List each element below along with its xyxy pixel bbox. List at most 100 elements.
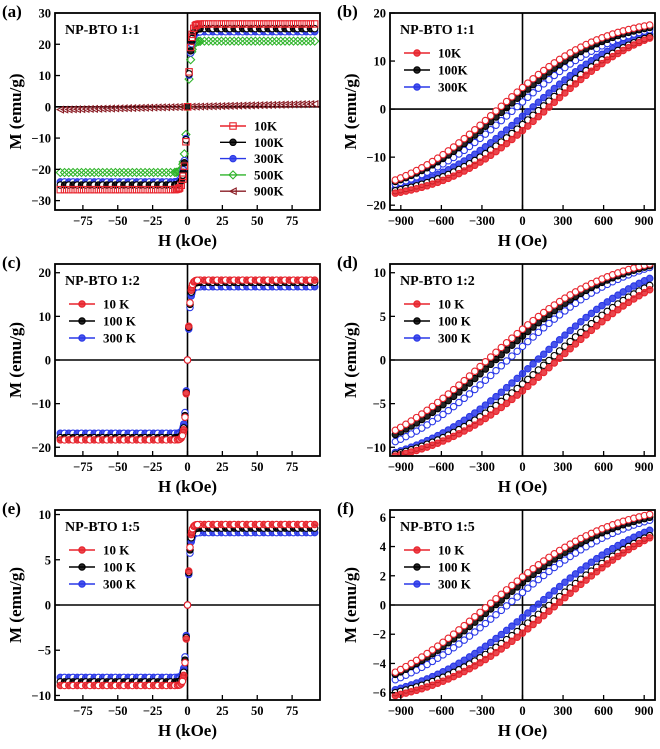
data-point	[136, 167, 146, 178]
data-point	[529, 117, 537, 126]
data-point	[545, 103, 553, 111]
data-point	[68, 167, 78, 178]
data-point	[545, 553, 553, 562]
data-point	[566, 589, 574, 597]
data-point	[157, 167, 167, 178]
data-point	[263, 100, 272, 110]
legend-label: 300K	[438, 80, 469, 95]
data-point	[492, 107, 500, 115]
panel-label: (a)	[2, 2, 22, 21]
data-point	[555, 598, 564, 606]
data-point	[534, 561, 543, 569]
x-tick-label: −75	[73, 214, 93, 228]
data-point	[518, 369, 527, 378]
x-axis-label: H (kOe)	[158, 477, 217, 496]
data-point	[306, 99, 315, 109]
data-point	[513, 391, 521, 399]
data-point	[587, 572, 596, 580]
data-point	[144, 167, 155, 178]
data-point	[513, 102, 521, 111]
legend-item: 10K	[404, 46, 462, 61]
data-point	[182, 635, 190, 643]
data-point	[550, 84, 559, 93]
data-point	[539, 350, 548, 358]
data-point	[85, 167, 95, 178]
data-point	[577, 566, 585, 574]
data-point	[76, 167, 87, 178]
data-point	[97, 167, 108, 178]
data-point	[471, 628, 479, 636]
series-10k	[391, 21, 654, 197]
data-point	[115, 104, 124, 113]
x-tick-label: 75	[286, 214, 299, 228]
y-tick-label: 5	[45, 553, 51, 567]
data-point	[508, 352, 516, 360]
data-point	[276, 36, 286, 46]
legend-label: 10 K	[103, 543, 130, 558]
x-tick-label: 0	[519, 704, 525, 718]
data-point	[428, 402, 437, 411]
data-point	[492, 648, 500, 657]
series-10k	[391, 264, 654, 456]
data-point	[476, 121, 484, 129]
data-point	[555, 311, 564, 319]
data-point	[179, 671, 188, 680]
y-tick-label: −5	[373, 397, 386, 411]
data-point	[524, 382, 532, 391]
data-point	[110, 104, 120, 113]
data-point	[476, 646, 484, 654]
data-point	[481, 619, 490, 628]
data-point	[539, 595, 548, 604]
data-point	[518, 98, 527, 106]
data-point	[77, 105, 86, 114]
data-point	[492, 595, 500, 603]
data-point	[59, 167, 70, 178]
y-tick-label: 0	[380, 599, 386, 613]
data-point	[449, 630, 458, 638]
data-point	[302, 20, 310, 28]
data-point	[545, 591, 553, 599]
panel-label: (d)	[337, 253, 358, 272]
data-point	[153, 103, 162, 112]
data-point	[221, 20, 230, 28]
data-point	[413, 563, 421, 571]
data-point	[624, 545, 633, 554]
data-point	[226, 20, 234, 28]
data-point	[645, 21, 654, 29]
data-point	[141, 185, 149, 194]
data-point	[592, 567, 601, 576]
data-point	[68, 105, 77, 114]
data-point	[444, 390, 453, 398]
data-point	[204, 102, 213, 111]
data-point	[545, 607, 553, 615]
data-point	[220, 36, 231, 46]
data-point	[518, 387, 527, 395]
data-point	[529, 580, 537, 588]
data-point	[582, 313, 590, 322]
data-point	[191, 102, 200, 111]
data-point	[619, 549, 627, 557]
data-point	[433, 654, 442, 662]
data-point	[502, 357, 511, 365]
data-point	[195, 102, 204, 111]
data-point	[539, 611, 548, 620]
data-point	[229, 36, 239, 46]
data-point	[603, 548, 612, 556]
data-point	[85, 104, 94, 114]
data-point	[281, 20, 289, 28]
data-point	[402, 420, 410, 428]
data-point	[603, 313, 612, 322]
data-point	[460, 394, 468, 403]
data-point	[513, 374, 521, 383]
data-point	[561, 307, 569, 315]
data-point	[271, 36, 282, 46]
data-point	[413, 300, 421, 308]
data-point	[310, 276, 319, 284]
legend-item: 300 K	[69, 331, 137, 346]
data-point	[145, 185, 154, 194]
data-point	[603, 298, 612, 306]
data-point	[555, 93, 564, 102]
x-tick-label: 0	[184, 704, 190, 718]
data-point	[413, 66, 421, 74]
legend-item: 100 K	[404, 560, 472, 575]
